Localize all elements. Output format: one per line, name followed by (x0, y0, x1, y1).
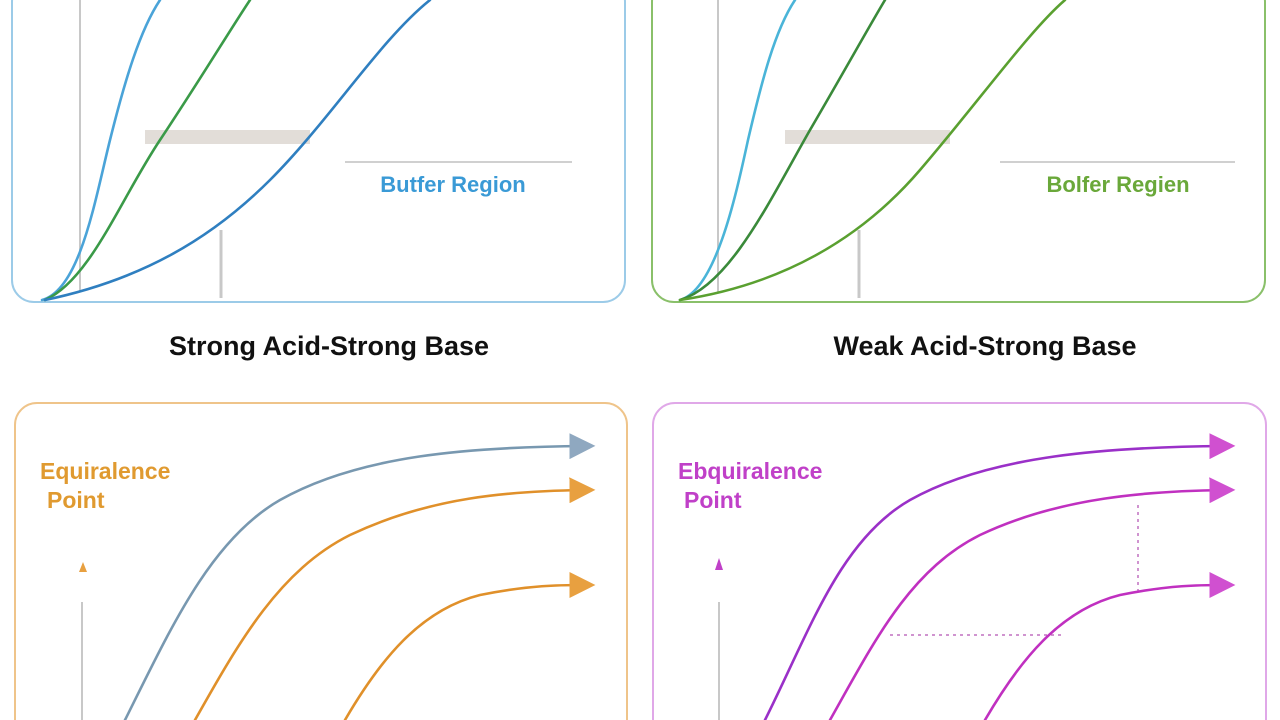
panel-caption: Weak Acid-Strong Base (833, 331, 1136, 361)
bar (785, 130, 950, 144)
equivalence-label: Point (47, 487, 105, 513)
panel-frame (651, 0, 1266, 303)
bar (145, 130, 310, 144)
curve (678, 0, 1067, 302)
region-label: Butfer Region (380, 172, 525, 197)
equivalence-label: Ebquiralence (678, 458, 822, 484)
curve (983, 572, 1236, 720)
panel-frame (14, 402, 628, 720)
curve (763, 433, 1236, 720)
arrow-up (79, 562, 87, 572)
curve (43, 0, 252, 302)
curve (43, 0, 432, 302)
curve (678, 0, 797, 302)
curve (40, 0, 162, 302)
panel-caption: Strong Acid-Strong Base (169, 331, 489, 361)
panel-equivalence-orange: Equiralence Point (14, 402, 628, 720)
panel-frame (652, 402, 1267, 720)
region-label: Bolfer Regien (1046, 172, 1189, 197)
curve (343, 572, 596, 720)
equivalence-label: Equiralence (40, 458, 170, 484)
panel-frame (11, 0, 626, 303)
panel-weak-acid: Bolfer Regien (651, 0, 1266, 303)
curve (828, 477, 1236, 720)
panel-equivalence-purple: Ebquiralence Point (652, 402, 1267, 720)
curve (193, 477, 596, 720)
curve (678, 0, 887, 302)
equivalence-label: Point (684, 487, 742, 513)
panel-strong-acid: Butfer Region (11, 0, 626, 303)
arrow-up (715, 558, 723, 570)
curve (123, 433, 596, 720)
